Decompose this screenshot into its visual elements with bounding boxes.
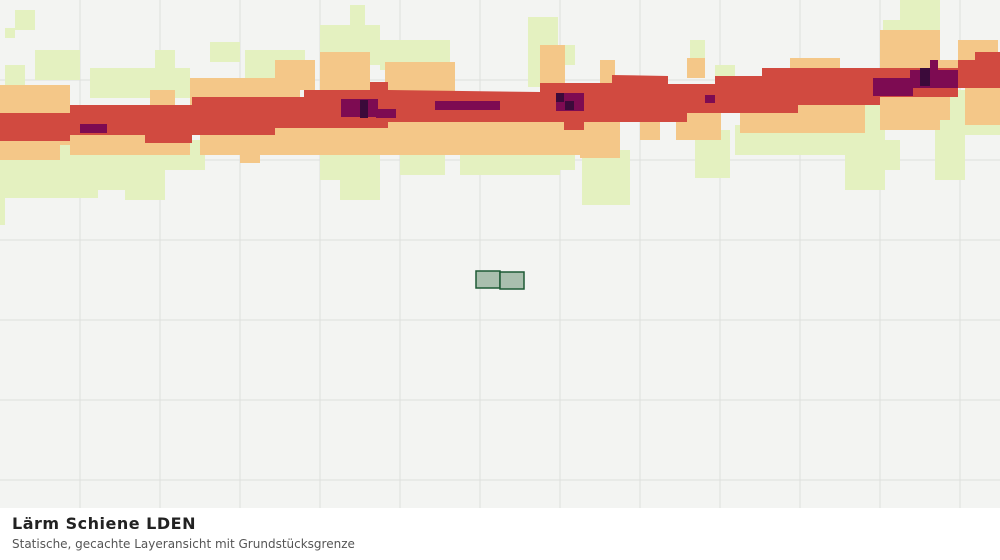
- noise-cell-low: [582, 150, 630, 205]
- caption-panel: [0, 508, 1000, 560]
- noise-cell-medium: [320, 52, 370, 92]
- parcel-boundary: [475, 270, 501, 289]
- noise-cell-extreme: [565, 101, 574, 110]
- noise-cell-medium: [240, 150, 260, 163]
- noise-cell-low: [350, 5, 365, 30]
- noise-cell-medium: [385, 62, 455, 92]
- noise-cell-extreme: [360, 100, 368, 118]
- noise-cell-low: [35, 50, 80, 80]
- noise-cell-very-high: [341, 99, 378, 117]
- noise-cell-low: [15, 10, 35, 30]
- parcel-boundary: [499, 271, 525, 290]
- noise-cell-low: [5, 28, 15, 38]
- noise-cell-medium: [640, 120, 660, 140]
- noise-cell-extreme: [920, 68, 930, 86]
- noise-cell-very-high: [910, 70, 958, 88]
- noise-cell-very-high: [873, 78, 913, 96]
- noise-cell-medium: [350, 125, 390, 155]
- noise-cell-medium: [600, 60, 615, 85]
- noise-cell-low: [210, 42, 240, 62]
- noise-cell-medium: [390, 145, 420, 155]
- map-subtitle: Statische, gecachte Layeransicht mit Gru…: [12, 537, 355, 551]
- noise-cell-very-high: [705, 95, 715, 103]
- noise-cell-low: [690, 40, 705, 60]
- noise-cell-very-high: [930, 60, 938, 70]
- noise-cell-medium: [40, 140, 60, 160]
- noise-cell-medium: [687, 58, 705, 78]
- noise-cell-medium: [580, 120, 620, 158]
- noise-cell-medium: [540, 45, 565, 90]
- noise-cell-low: [155, 50, 175, 70]
- noise-cell-very-high: [435, 101, 500, 110]
- noise-cell-very-high: [376, 109, 396, 118]
- noise-cell-low: [870, 140, 900, 170]
- noise-zone-high: [0, 52, 1000, 143]
- noise-cell-medium: [275, 60, 315, 90]
- noise-cell-medium: [965, 85, 1000, 125]
- noise-cell-low: [0, 195, 5, 225]
- noise-cell-very-high: [80, 124, 107, 133]
- noise-cell-low: [125, 150, 165, 200]
- map-title: Lärm Schiene LDEN: [12, 514, 196, 533]
- noise-cell-extreme: [556, 93, 564, 102]
- noise-zone-extreme: [360, 68, 930, 118]
